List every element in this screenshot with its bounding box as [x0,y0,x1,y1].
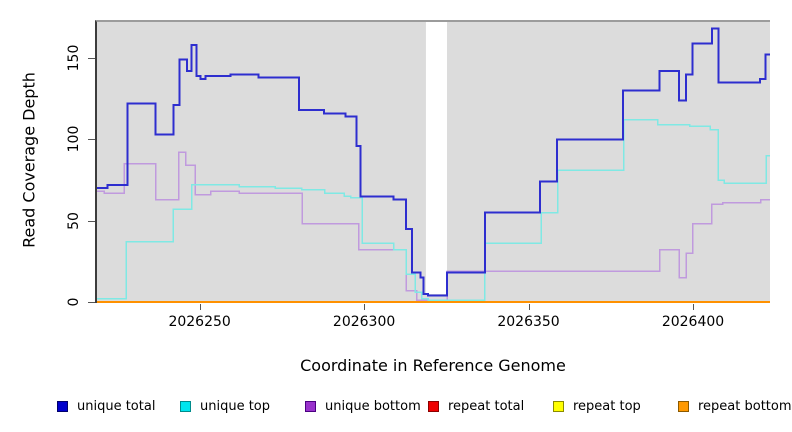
x-axis-tick [364,304,366,310]
legend-swatch-unique-bottom [305,400,316,412]
y-axis-tick [88,58,95,59]
legend: unique total unique top unique bottom re… [0,398,792,418]
legend-item-unique-top: unique top [180,398,270,414]
legend-item-repeat-total: repeat total [428,398,524,414]
x-axis-tick-label: 2026400 [661,314,725,330]
legend-item-unique-bottom: unique bottom [305,398,421,414]
y-axis-tick-label: 150 [66,44,82,72]
plot-area [95,20,770,303]
series-line-unique-top [97,119,770,302]
x-axis-label: Coordinate in Reference Genome [300,356,566,375]
legend-item-unique-total: unique total [57,398,155,414]
legend-label-unique-top: unique top [200,398,271,414]
x-axis-tick-label: 2026300 [332,314,396,330]
y-axis-tick [88,302,95,303]
y-axis-tick-label: 50 [66,211,82,230]
legend-item-repeat-bottom: repeat bottom [678,398,792,414]
legend-swatch-repeat-bottom [678,400,689,412]
legend-swatch-repeat-top [553,400,564,412]
legend-swatch-unique-top [180,400,191,412]
y-axis-tick-label: 100 [66,125,82,153]
legend-label-repeat-top: repeat top [573,398,641,414]
legend-item-repeat-top: repeat top [553,398,641,414]
coverage-plot-svg [97,22,770,303]
legend-label-repeat-bottom: repeat bottom [698,398,792,414]
y-axis-tick [88,220,95,222]
legend-label-unique-bottom: unique bottom [325,398,421,414]
x-axis-tick [528,304,530,310]
y-axis-tick [88,139,95,141]
series-line-unique-bottom [97,151,770,302]
series-line-unique-total [97,27,770,297]
legend-swatch-repeat-total [428,400,439,412]
x-axis-tick [693,304,695,310]
legend-label-repeat-total: repeat total [448,398,525,414]
x-axis-tick-label: 2026250 [168,314,231,330]
legend-swatch-unique-total [57,400,68,412]
x-axis-tick-label: 2026350 [497,314,560,330]
coverage-gap-band [425,22,447,294]
x-axis-tick [199,304,201,310]
legend-label-unique-total: unique total [77,398,156,414]
y-axis-tick-label: 0 [66,297,82,307]
y-axis-label: Read Coverage Depth [19,72,39,248]
